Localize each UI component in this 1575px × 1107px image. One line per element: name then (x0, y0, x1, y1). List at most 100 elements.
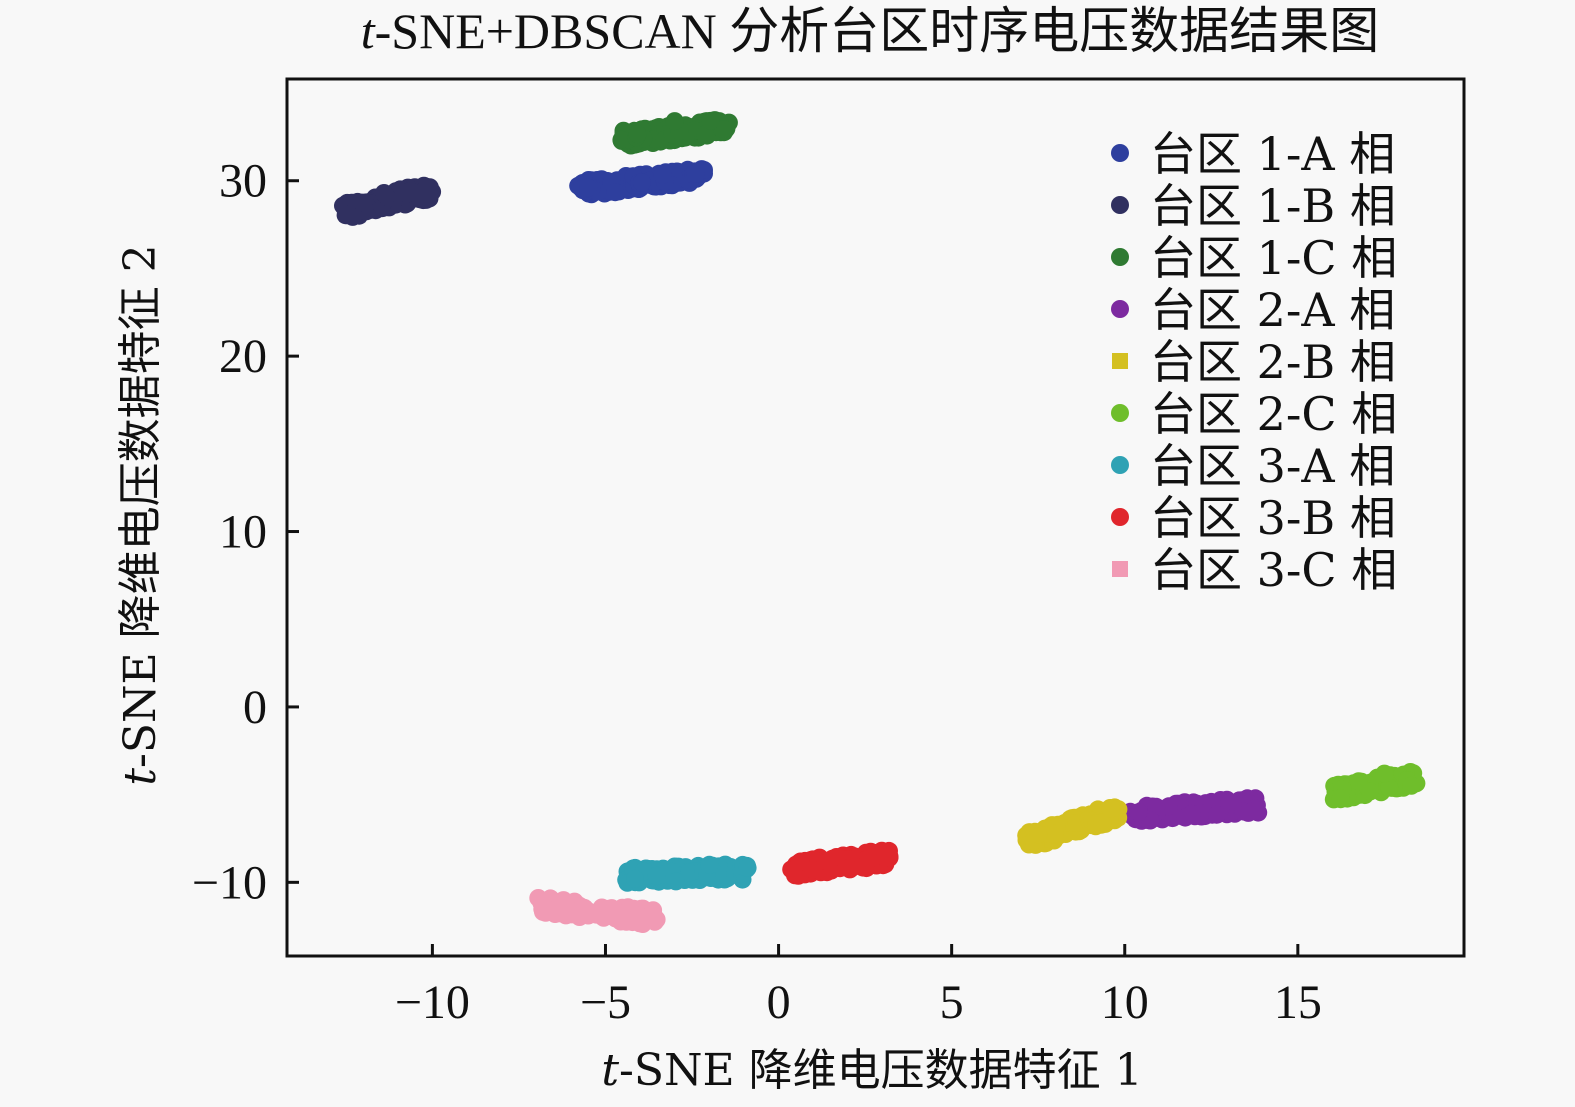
y-tick-label: 0 (243, 681, 267, 734)
series-9 (529, 889, 666, 933)
data-point (538, 900, 557, 919)
legend-label: 台区 1-C 相 (1150, 231, 1397, 285)
data-point (686, 164, 705, 183)
legend-marker (1112, 353, 1128, 369)
legend-marker (1111, 196, 1129, 214)
data-point (1045, 824, 1064, 843)
data-point (866, 847, 885, 865)
data-point (1182, 804, 1201, 823)
y-axis-ticks: −10 0 10 20 30 (192, 155, 299, 909)
data-point (612, 130, 631, 149)
data-point (804, 860, 823, 879)
legend-item: 台区 3-B 相 (1111, 491, 1396, 545)
data-point (700, 855, 719, 874)
data-point (1349, 772, 1368, 791)
data-point (819, 853, 838, 872)
data-point (638, 908, 656, 927)
y-tick-label: 20 (219, 330, 267, 383)
legend-item: 台区 2-C 相 (1111, 387, 1397, 441)
y-axis-label-italic: t (115, 768, 166, 786)
x-axis-label-text: -SNE 降维电压数据特征 1 (619, 1045, 1143, 1096)
legend-item: 台区 1-B 相 (1111, 179, 1396, 233)
data-point (680, 863, 699, 882)
legend-marker (1111, 456, 1129, 474)
data-point (598, 899, 617, 918)
data-point (570, 901, 589, 920)
legend-item: 台区 3-C 相 (1112, 543, 1397, 597)
legend-marker (1111, 144, 1129, 162)
series-7 (617, 855, 757, 892)
data-point (1247, 801, 1266, 820)
data-point (1029, 825, 1048, 844)
legend: 台区 1-A 相台区 1-B 相台区 1-C 相台区 2-A 相台区 2-B 相… (1111, 127, 1397, 597)
plot-frame (285, 77, 1466, 958)
series-5 (1017, 798, 1128, 854)
legend-item: 台区 1-C 相 (1111, 231, 1397, 285)
x-tick-label: 15 (1274, 976, 1322, 1029)
data-point (632, 173, 651, 192)
data-point (1129, 803, 1148, 822)
legend-label: 台区 2-A 相 (1150, 283, 1395, 337)
chart-title: t-SNE+DBSCAN 分析台区时序电压数据结果图 (361, 3, 1380, 59)
data-point (376, 185, 395, 204)
data-point (628, 125, 647, 144)
series-6 (1324, 763, 1426, 809)
data-point (343, 207, 362, 226)
legend-marker (1111, 248, 1129, 266)
legend-item: 台区 1-A 相 (1111, 127, 1395, 181)
x-axis-ticks: −10 −5 0 5 10 15 (395, 944, 1322, 1029)
y-tick-label: −10 (192, 856, 267, 909)
data-point (1375, 764, 1394, 783)
data-point (1093, 813, 1112, 832)
x-tick-label: −10 (395, 976, 470, 1029)
data-point (696, 125, 715, 144)
data-points (334, 111, 1426, 933)
x-tick-label: 10 (1101, 976, 1149, 1029)
data-point (416, 180, 435, 199)
legend-label: 台区 2-B 相 (1150, 335, 1396, 389)
series-4 (1121, 789, 1268, 830)
series-1 (569, 160, 713, 204)
legend-label: 台区 1-B 相 (1150, 179, 1396, 233)
legend-item: 台区 2-B 相 (1112, 335, 1396, 389)
data-point (1402, 776, 1421, 795)
series-8 (782, 841, 899, 885)
legend-label: 台区 3-C 相 (1150, 543, 1397, 597)
legend-label: 台区 3-B 相 (1150, 491, 1396, 545)
data-point (666, 872, 685, 891)
series-2 (334, 176, 442, 226)
legend-label: 台区 2-C 相 (1150, 387, 1397, 441)
series-3 (612, 111, 738, 155)
data-point (579, 178, 598, 197)
data-point (1207, 805, 1226, 824)
data-point (701, 111, 720, 130)
y-tick-label: 10 (219, 506, 267, 559)
legend-marker (1111, 404, 1129, 422)
data-point (606, 183, 625, 202)
legend-marker (1111, 508, 1129, 526)
data-point (665, 112, 684, 131)
data-point (398, 184, 417, 203)
legend-marker (1111, 300, 1129, 318)
y-tick-label: 30 (219, 155, 267, 208)
x-axis-label: t-SNE 降维电压数据特征 1 (601, 1045, 1142, 1096)
legend-item: 台区 2-A 相 (1111, 283, 1395, 337)
data-point (1380, 778, 1399, 797)
legend-label: 台区 1-A 相 (1150, 127, 1395, 181)
data-point (1361, 782, 1379, 801)
data-point (647, 866, 666, 885)
legend-label: 台区 3-A 相 (1150, 439, 1395, 493)
chart-title-italic: t (361, 3, 376, 59)
y-axis-label: t-SNE 降维电压数据特征 2 (115, 244, 166, 785)
y-axis-label-text: -SNE 降维电压数据特征 2 (115, 244, 166, 768)
legend-marker (1112, 561, 1128, 577)
data-point (738, 858, 757, 877)
chart-title-text: -SNE+DBSCAN 分析台区时序电压数据结果图 (375, 3, 1380, 59)
data-point (626, 869, 644, 888)
data-point (653, 165, 672, 184)
data-point (1101, 799, 1120, 818)
x-tick-label: 0 (767, 976, 791, 1029)
data-point (617, 912, 636, 931)
